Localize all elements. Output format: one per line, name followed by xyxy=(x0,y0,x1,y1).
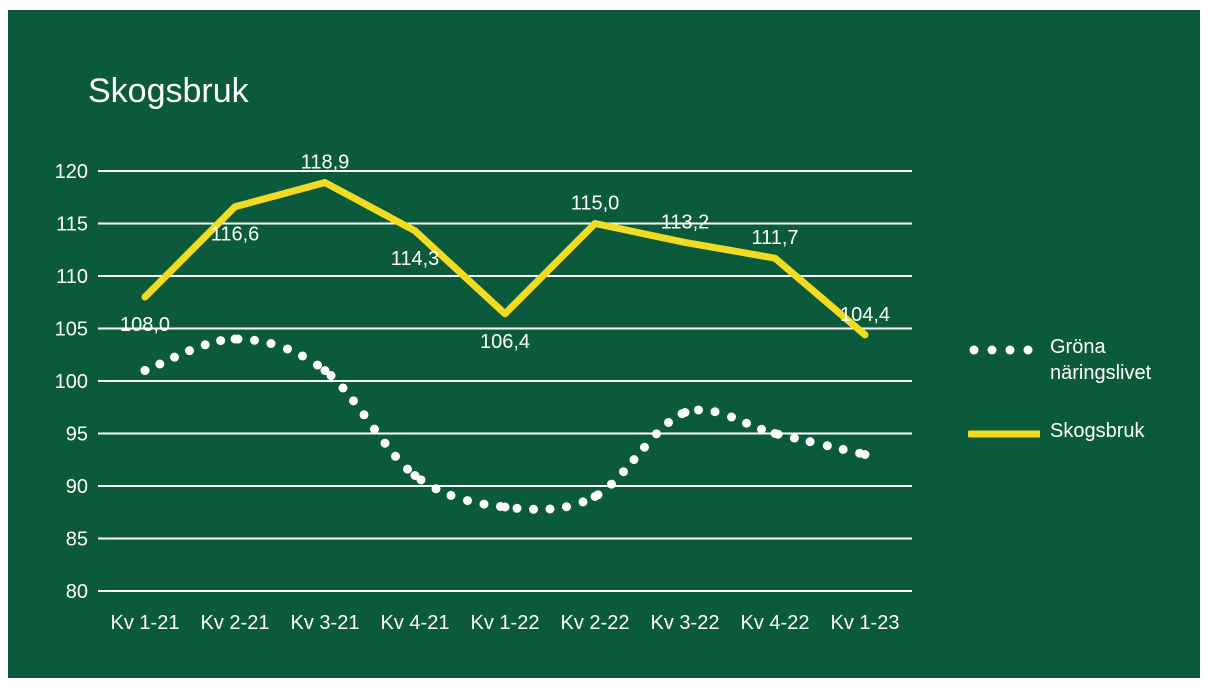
series-dot xyxy=(757,424,766,434)
series-dot xyxy=(359,410,369,420)
series-dot xyxy=(789,433,799,443)
x-tick-label: Kv 4-22 xyxy=(741,612,810,634)
legend-item-skogsbruk: Skogsbruk xyxy=(968,418,1188,478)
series-line-skogsbruk xyxy=(141,179,869,339)
series-dot xyxy=(629,455,639,465)
series-dot xyxy=(313,360,322,370)
legend-item-grona-naringslivet: Gröna näringslivet xyxy=(968,334,1188,394)
series-dot xyxy=(463,496,472,506)
series-dot xyxy=(805,437,815,447)
data-label-skogsbruk: 114,3 xyxy=(391,248,440,270)
data-label-skogsbruk: 118,9 xyxy=(301,152,350,174)
series-dot xyxy=(545,504,555,514)
y-tick-label-85: 85 xyxy=(66,529,88,551)
series-dot xyxy=(338,383,348,393)
y-tick-label-90: 90 xyxy=(66,476,88,498)
data-label-skogsbruk: 113,2 xyxy=(661,211,710,233)
data-point-grona-naringslivet xyxy=(140,366,150,375)
x-tick-label: Kv 3-22 xyxy=(651,612,720,634)
y-axis-ticks: 80 85 90 95 100 105 110 115 120 xyxy=(55,161,88,603)
series-dot xyxy=(326,371,336,381)
series-dot xyxy=(529,504,538,514)
y-tick-label-115: 115 xyxy=(56,214,88,236)
series-dot xyxy=(479,499,489,509)
series-dot xyxy=(403,464,412,474)
y-tick-label-120: 120 xyxy=(55,161,88,183)
series-dot xyxy=(742,418,751,428)
series-dot xyxy=(283,344,292,354)
series-dot xyxy=(664,417,673,427)
chart-title: Skogsbruk xyxy=(88,72,249,110)
series-dot xyxy=(200,340,210,350)
data-point-grona-naringslivet xyxy=(860,450,870,459)
series-dot xyxy=(184,346,194,356)
series-dot xyxy=(391,451,400,461)
series-dot xyxy=(640,442,649,452)
x-tick-label: Kv 3-21 xyxy=(291,612,360,634)
series-dot xyxy=(155,359,165,369)
y-tick-label-100: 100 xyxy=(55,371,88,393)
series-lines xyxy=(140,179,870,514)
series-dot xyxy=(652,429,661,439)
data-label-skogsbruk: 106,4 xyxy=(480,331,530,353)
legend: Gröna näringslivet Skogsbruk xyxy=(968,334,1188,478)
data-label-skogsbruk: 111,7 xyxy=(751,227,798,249)
y-tick-label-95: 95 xyxy=(66,424,88,446)
series-dot xyxy=(578,497,588,507)
legend-label-grona-naringslivet: Gröna näringslivet xyxy=(1050,336,1152,384)
x-tick-label: Kv 1-23 xyxy=(831,612,900,634)
series-dot xyxy=(380,438,390,448)
data-point-grona-naringslivet xyxy=(680,408,690,417)
y-tick-label-110: 110 xyxy=(56,266,88,288)
data-point-grona-naringslivet xyxy=(410,471,420,480)
legend-swatch-solid xyxy=(968,430,1040,438)
series-dot xyxy=(710,407,720,417)
series-dot xyxy=(431,484,441,494)
x-tick-label: Kv 4-21 xyxy=(381,612,450,634)
x-tick-label: Kv 2-22 xyxy=(561,612,630,634)
series-dot xyxy=(727,412,736,422)
data-point-grona-naringslivet xyxy=(770,429,780,438)
data-label-skogsbruk: 104,4 xyxy=(840,304,890,326)
series-dot xyxy=(607,479,616,489)
series-dot xyxy=(216,336,226,346)
data-point-grona-naringslivet xyxy=(320,366,330,375)
data-point-grona-naringslivet xyxy=(500,502,510,512)
x-tick-label: Kv 1-21 xyxy=(111,612,180,634)
series-dot xyxy=(838,444,848,454)
series-dot xyxy=(370,424,379,434)
data-label-skogsbruk: 116,6 xyxy=(211,224,260,246)
series-dot xyxy=(250,335,259,345)
series-dot xyxy=(298,351,307,361)
series-dot xyxy=(822,441,832,451)
series-dot xyxy=(446,490,456,500)
series-dot xyxy=(512,503,522,513)
series-dot xyxy=(349,396,358,406)
data-labels: 108,0 116,6 118,9 114,3 106,4 115,0 113,2 111,7… xyxy=(120,152,890,353)
legend-label-skogsbruk: Skogsbruk xyxy=(1050,420,1145,442)
series-dot xyxy=(562,502,571,512)
data-point-grona-naringslivet xyxy=(590,492,600,501)
x-tick-label: Kv 1-22 xyxy=(471,612,540,634)
data-point-grona-naringslivet xyxy=(230,334,240,344)
x-axis-ticks: Kv 1-21 Kv 2-21 Kv 3-21 Kv 4-21 Kv 1-22 Kv 2-… xyxy=(111,612,900,634)
series-dot xyxy=(266,339,276,349)
series-dot xyxy=(694,405,703,415)
series-dot xyxy=(619,467,628,477)
x-tick-label: Kv 2-21 xyxy=(201,612,270,634)
legend-swatch-dotted xyxy=(969,345,1033,355)
series-dotted-grona-naringslivet xyxy=(140,334,870,514)
data-label-skogsbruk: 115,0 xyxy=(571,193,620,215)
series-dot xyxy=(170,352,180,362)
data-label-skogsbruk: 108,0 xyxy=(120,314,170,336)
y-tick-label-105: 105 xyxy=(55,319,88,341)
y-tick-label-80: 80 xyxy=(66,581,88,603)
